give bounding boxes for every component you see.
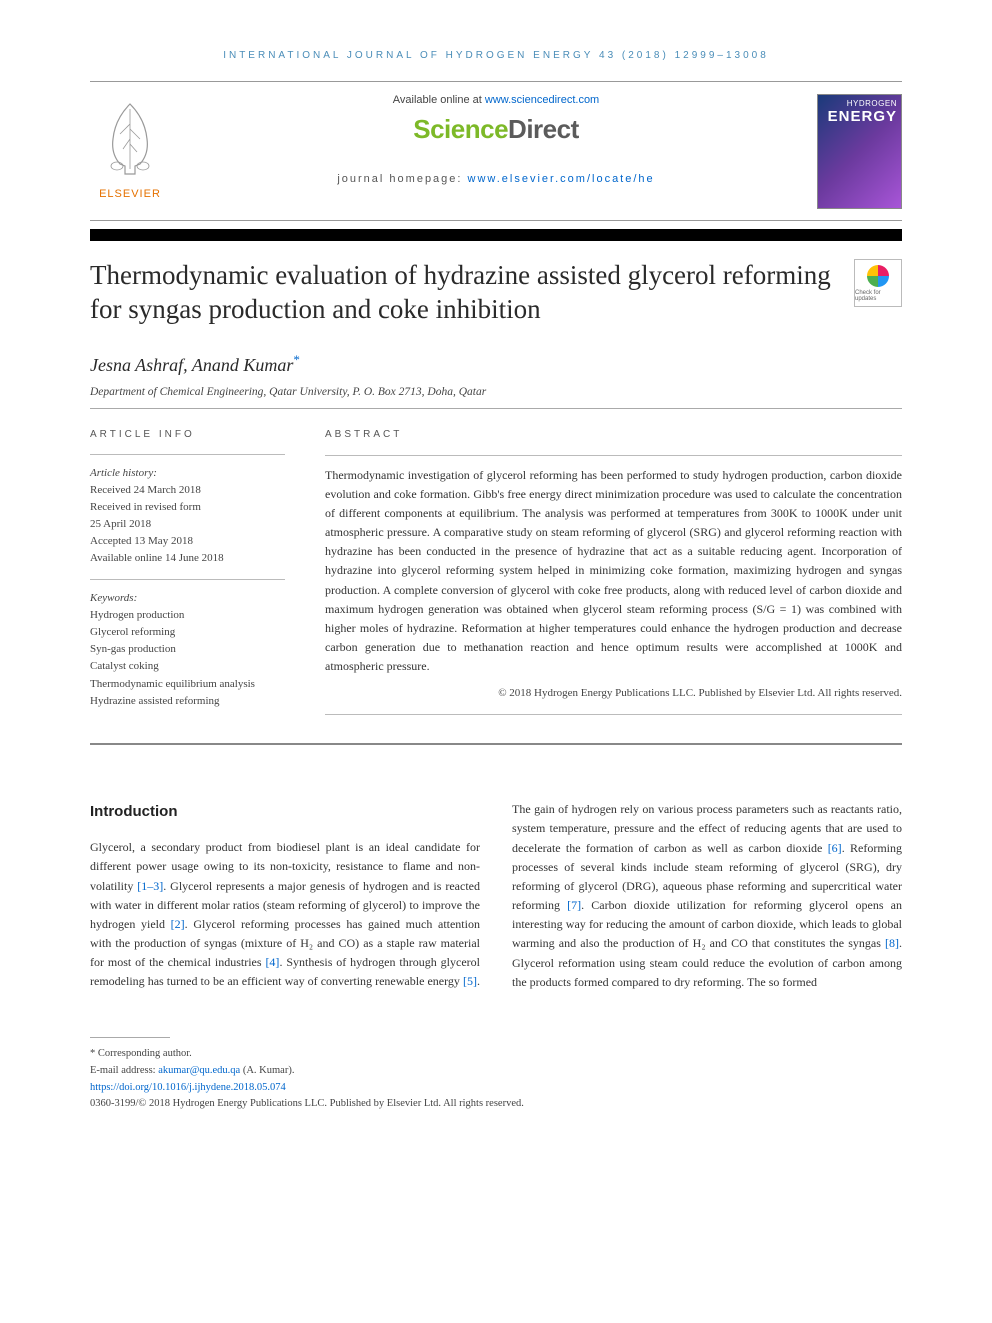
crossmark-icon <box>867 265 889 287</box>
elsevier-label: ELSEVIER <box>90 188 170 200</box>
keyword: Syn-gas production <box>90 641 285 658</box>
info-divider <box>90 454 285 455</box>
citation-link[interactable]: [1–3] <box>137 879 163 893</box>
article-info-heading: ARTICLE INFO <box>90 427 285 443</box>
info-divider <box>90 579 285 580</box>
citation-link[interactable]: [5] <box>463 974 477 988</box>
masthead-center: Available online at www.sciencedirect.co… <box>90 94 902 185</box>
check-updates-label: Check for updates <box>855 290 901 302</box>
sciencedirect-url[interactable]: www.sciencedirect.com <box>485 94 599 106</box>
history-accepted: Accepted 13 May 2018 <box>90 533 285 550</box>
abstract-heading: ABSTRACT <box>325 427 902 443</box>
masthead: ELSEVIER Available online at www.science… <box>90 81 902 221</box>
title-row: Thermodynamic evaluation of hydrazine as… <box>90 259 902 327</box>
abstract-text: Thermodynamic investigation of glycerol … <box>325 466 902 677</box>
sd-direct-text: Direct <box>508 114 579 144</box>
footnote-rule <box>90 1037 170 1038</box>
corresponding-star-icon: * <box>293 352 300 367</box>
running-header: INTERNATIONAL JOURNAL OF HYDROGEN ENERGY… <box>90 50 902 61</box>
title-separator-bar <box>90 229 902 241</box>
email-suffix: (A. Kumar). <box>240 1065 294 1076</box>
info-abstract-row: ARTICLE INFO Article history: Received 2… <box>90 427 902 726</box>
citation-link[interactable]: [2] <box>171 917 185 931</box>
author-names: Jesna Ashraf, Anand Kumar <box>90 355 293 375</box>
section-divider <box>90 743 902 745</box>
abstract-column: ABSTRACT Thermodynamic investigation of … <box>325 427 902 726</box>
journal-home-label: journal homepage: <box>337 173 467 185</box>
intro-paragraph: Glycerol, a secondary product from biodi… <box>90 800 902 992</box>
abstract-divider <box>325 455 902 456</box>
keyword: Hydrogen production <box>90 607 285 624</box>
abstract-divider <box>325 714 902 715</box>
history-heading: Article history: <box>90 465 285 482</box>
history-revised1: Received in revised form <box>90 499 285 516</box>
keyword: Thermodynamic equilibrium analysis <box>90 676 285 693</box>
issn-copyright: 0360-3199/© 2018 Hydrogen Energy Publica… <box>90 1096 902 1113</box>
history-revised2: 25 April 2018 <box>90 516 285 533</box>
history-online: Available online 14 June 2018 <box>90 550 285 567</box>
available-prefix: Available online at <box>393 94 485 106</box>
citation-link[interactable]: [7] <box>567 898 581 912</box>
keyword: Hydrazine assisted reforming <box>90 693 285 710</box>
citation-link[interactable]: [6] <box>828 841 842 855</box>
keyword: Glycerol reforming <box>90 624 285 641</box>
corresponding-author-note: * Corresponding author. <box>90 1046 902 1063</box>
journal-homepage-link[interactable]: www.elsevier.com/locate/he <box>468 173 655 185</box>
cover-line2: ENERGY <box>822 108 897 125</box>
keywords-heading: Keywords: <box>90 590 285 607</box>
abstract-copyright: © 2018 Hydrogen Energy Publications LLC.… <box>325 685 902 703</box>
sd-science-text: Science <box>413 114 508 144</box>
divider <box>90 408 902 409</box>
keyword: Catalyst coking <box>90 658 285 675</box>
article-info-column: ARTICLE INFO Article history: Received 2… <box>90 427 285 726</box>
check-updates-button[interactable]: Check for updates <box>854 259 902 307</box>
email-line: E-mail address: akumar@qu.edu.qa (A. Kum… <box>90 1063 902 1080</box>
citation-link[interactable]: [4] <box>265 955 279 969</box>
available-online-text: Available online at www.sciencedirect.co… <box>190 94 802 106</box>
article-title: Thermodynamic evaluation of hydrazine as… <box>90 259 854 327</box>
doi-link[interactable]: https://doi.org/10.1016/j.ijhydene.2018.… <box>90 1082 286 1093</box>
citation-link[interactable]: [8] <box>885 936 899 950</box>
history-received: Received 24 March 2018 <box>90 482 285 499</box>
journal-homepage-line: journal homepage: www.elsevier.com/locat… <box>190 173 802 185</box>
authors-line: Jesna Ashraf, Anand Kumar* <box>90 352 902 376</box>
introduction-heading: Introduction <box>90 800 480 824</box>
footer: * Corresponding author. E-mail address: … <box>90 1046 902 1113</box>
affiliation: Department of Chemical Engineering, Qata… <box>90 386 902 398</box>
body-columns: Introduction Glycerol, a secondary produ… <box>90 800 902 992</box>
journal-cover-thumbnail[interactable]: HYDROGEN ENERGY <box>817 94 902 209</box>
email-label: E-mail address: <box>90 1065 158 1076</box>
cover-line1: HYDROGEN <box>822 99 897 108</box>
elsevier-tree-icon <box>95 94 165 179</box>
elsevier-logo: ELSEVIER <box>90 94 170 200</box>
email-link[interactable]: akumar@qu.edu.qa <box>158 1065 240 1076</box>
sciencedirect-logo[interactable]: ScienceDirect <box>190 114 802 145</box>
